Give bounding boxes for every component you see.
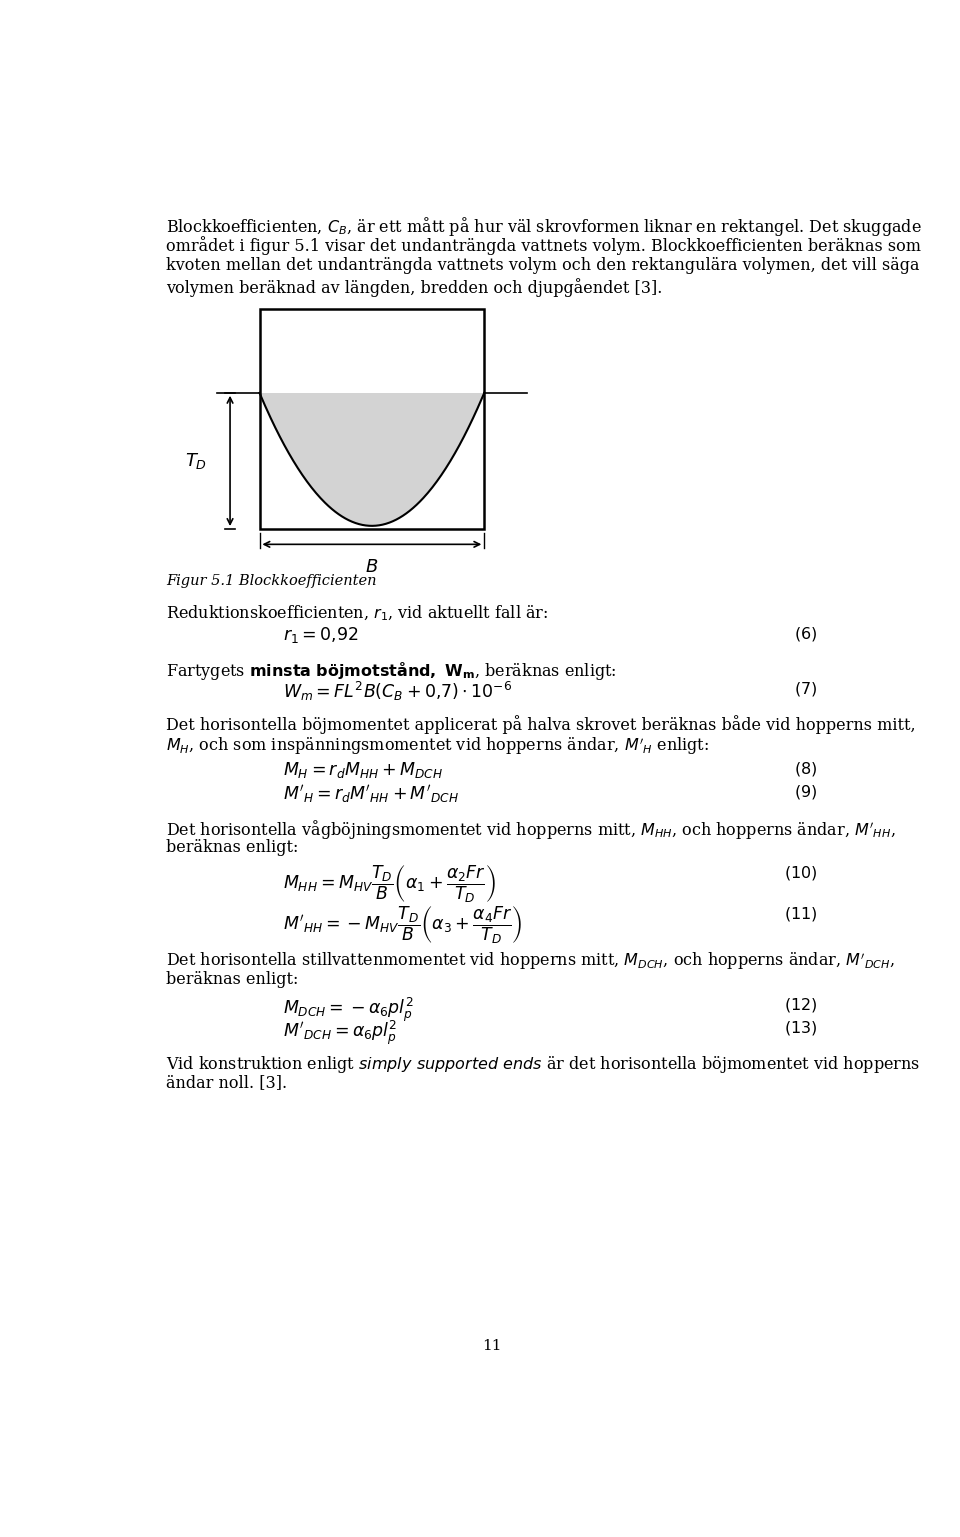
Bar	[259, 309, 484, 529]
Text: Fartygets $\bf{minsta\ böjmotstånd,\ W}_{\bf{m}}$, beräknas enligt:: Fartygets $\bf{minsta\ böjmotstånd,\ W}_…	[166, 659, 617, 681]
Text: $M'_H = r_d M'_{HH} + M'_{DCH}$: $M'_H = r_d M'_{HH} + M'_{DCH}$	[283, 784, 459, 805]
Text: $M_{HH} = M_{HV} \dfrac{T_D}{B}\left(\alpha_1 + \dfrac{\alpha_2 Fr}{T_D}\right)$: $M_{HH} = M_{HV} \dfrac{T_D}{B}\left(\al…	[283, 864, 495, 905]
Text: ändar noll. [3].: ändar noll. [3].	[166, 1074, 288, 1091]
Text: Det horisontella vågböjningsmomentet vid hopperns mitt, $M_{HH}$, och hopperns ä: Det horisontella vågböjningsmomentet vid…	[166, 818, 896, 841]
Text: $(13)$: $(13)$	[784, 1019, 818, 1037]
Text: 11: 11	[482, 1339, 502, 1354]
Text: kvoten mellan det undanträngda vattnets volym och den rektangulära volymen, det : kvoten mellan det undanträngda vattnets …	[166, 257, 920, 274]
Text: Figur 5.1 Blockkoefficienten: Figur 5.1 Blockkoefficienten	[166, 573, 377, 587]
Text: $B$: $B$	[365, 558, 378, 576]
Text: $(11)$: $(11)$	[784, 905, 818, 922]
Text: $M'_{DCH} = \alpha_6 p l_p^2$: $M'_{DCH} = \alpha_6 p l_p^2$	[283, 1019, 397, 1047]
Text: Blockkoefficienten, $C_B$, är ett mått på hur väl skrovformen liknar en rektange: Blockkoefficienten, $C_B$, är ett mått p…	[166, 215, 923, 238]
Text: beräknas enligt:: beräknas enligt:	[166, 971, 299, 988]
Text: $(6)$: $(6)$	[794, 626, 818, 642]
Text: Vid konstruktion enligt $\mathit{simply\ supported\ ends}$ är det horisontella b: Vid konstruktion enligt $\mathit{simply\…	[166, 1054, 921, 1074]
Text: $M_H$, och som inspänningsmomentet vid hopperns ändar, $M'_H$ enligt:: $M_H$, och som inspänningsmomentet vid h…	[166, 736, 709, 758]
Text: $(7)$: $(7)$	[794, 681, 818, 698]
Text: $W_m = FL^2B(C_B + 0{,}7) \cdot 10^{-6}$: $W_m = FL^2B(C_B + 0{,}7) \cdot 10^{-6}$	[283, 681, 512, 704]
Text: Reduktionskoefficienten, $r_1$, vid aktuellt fall är:: Reduktionskoefficienten, $r_1$, vid aktu…	[166, 604, 549, 624]
Text: $r_1 = 0{,}92$: $r_1 = 0{,}92$	[283, 626, 358, 646]
Text: området i figur 5.1 visar det undanträngda vattnets volym. Blockkoefficienten be: området i figur 5.1 visar det undanträng…	[166, 237, 922, 255]
Text: $(10)$: $(10)$	[784, 864, 818, 882]
Text: Det horisontella böjmomentet applicerat på halva skrovet beräknas både vid hoppe: Det horisontella böjmomentet applicerat …	[166, 715, 916, 733]
Text: volymen beräknad av längden, bredden och djupgåendet [3].: volymen beräknad av längden, bredden och…	[166, 278, 662, 297]
Text: $(12)$: $(12)$	[784, 996, 818, 1014]
Text: $T_D$: $T_D$	[184, 450, 206, 470]
Text: $(8)$: $(8)$	[794, 761, 818, 778]
Polygon shape	[259, 393, 484, 526]
Polygon shape	[259, 309, 484, 393]
Text: $M_{DCH} = -\alpha_6 p l_p^2$: $M_{DCH} = -\alpha_6 p l_p^2$	[283, 996, 414, 1024]
Text: $M'_{HH} = -M_{HV} \dfrac{T_D}{B}\left(\alpha_3 + \dfrac{\alpha_4 Fr}{T_D}\right: $M'_{HH} = -M_{HV} \dfrac{T_D}{B}\left(\…	[283, 905, 522, 947]
Text: $(9)$: $(9)$	[794, 784, 818, 801]
Text: beräknas enligt:: beräknas enligt:	[166, 839, 299, 856]
Text: Det horisontella stillvattenmomentet vid hopperns mitt, $M_{DCH}$, och hopperns : Det horisontella stillvattenmomentet vid…	[166, 950, 896, 971]
Text: $M_H = r_d M_{HH} + M_{DCH}$: $M_H = r_d M_{HH} + M_{DCH}$	[283, 761, 443, 781]
